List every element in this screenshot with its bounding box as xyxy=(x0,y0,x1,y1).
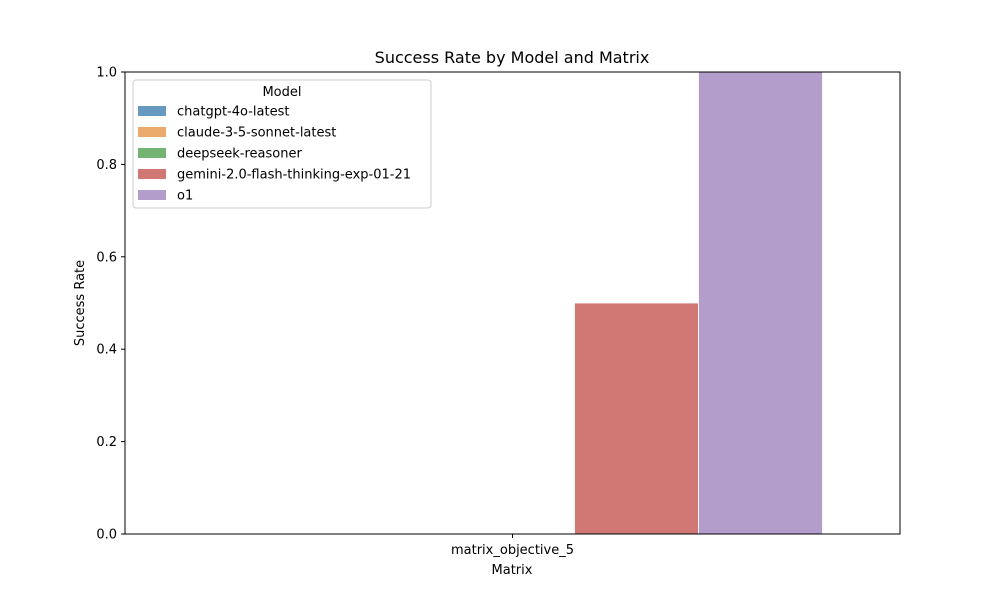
legend-label: chatgpt-4o-latest xyxy=(177,105,289,120)
y-tick-label: 0.2 xyxy=(96,435,117,450)
legend-label: claude-3-5-sonnet-latest xyxy=(177,126,336,141)
legend-title: Model xyxy=(262,85,301,100)
legend-label: o1 xyxy=(177,189,193,204)
legend-label: deepseek-reasoner xyxy=(177,147,302,162)
legend-swatch xyxy=(138,169,166,179)
chart-title: Success Rate by Model and Matrix xyxy=(375,48,650,67)
bar-o1 xyxy=(698,71,823,535)
legend-items: chatgpt-4o-latest claude-3-5-sonnet-lates… xyxy=(138,105,411,204)
y-tick-label: 0.4 xyxy=(96,343,117,358)
y-tick-label: 1.0 xyxy=(96,66,117,81)
x-axis-ticks: matrix_objective_5 xyxy=(451,534,574,558)
y-tick-label: 0.6 xyxy=(96,250,117,265)
bars-layer xyxy=(574,71,823,535)
bar-gemini-2.0-flash-thinking-exp-01-21 xyxy=(574,302,699,535)
y-axis-label: Success Rate xyxy=(73,260,88,346)
legend-swatch xyxy=(138,190,166,200)
legend-box xyxy=(132,79,432,209)
legend-label: gemini-2.0-flash-thinking-exp-01-21 xyxy=(177,168,411,183)
legend: Model chatgpt-4o-latest claude-3-5-sonnet… xyxy=(132,79,432,209)
legend-swatch xyxy=(138,148,166,158)
legend-swatch xyxy=(138,127,166,137)
y-tick-label: 0.0 xyxy=(96,528,117,543)
legend-swatch xyxy=(138,106,166,116)
y-axis-ticks: 0.0 0.2 0.4 0.6 0.8 1.0 xyxy=(96,66,125,543)
y-tick-label: 0.8 xyxy=(96,158,117,173)
x-axis-label: Matrix xyxy=(492,563,533,578)
x-tick-label: matrix_objective_5 xyxy=(451,543,574,558)
